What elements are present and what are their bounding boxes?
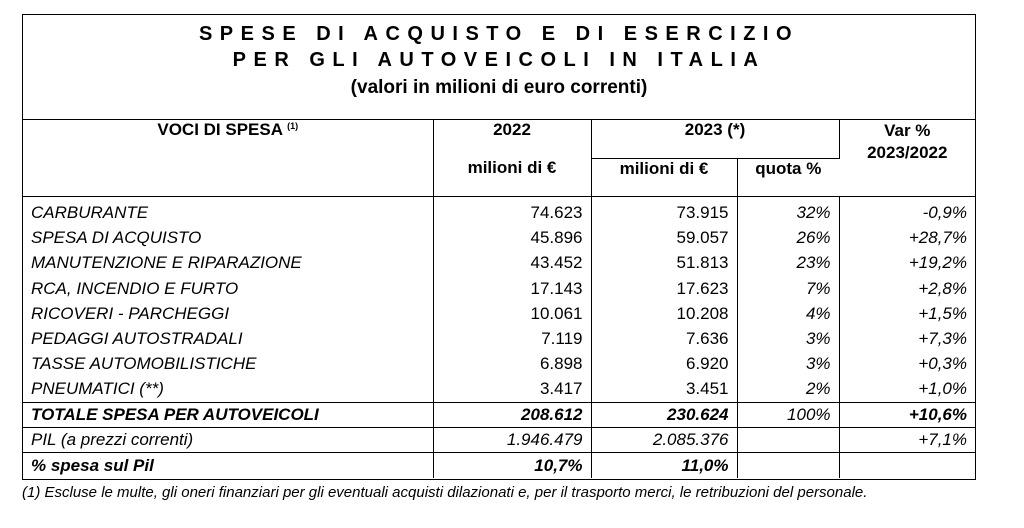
- table-row: CARBURANTE 74.623 73.915 32% -0,9%: [23, 200, 975, 226]
- spacer-row: [23, 196, 975, 200]
- header-var-line2: 2023/2022: [867, 143, 948, 162]
- header-row-2: milioni di € milioni di € quota %: [23, 158, 975, 197]
- table-row: PNEUMATICI (**) 3.417 3.451 2% +1,0%: [23, 377, 975, 403]
- row-value-2023: 17.623: [591, 275, 738, 302]
- row-var: +7,3%: [918, 329, 968, 349]
- row-value-2023: 7.636: [591, 326, 738, 352]
- row-value-2022: 3.417: [433, 377, 592, 403]
- expense-table: VOCI DI SPESA (1) 2022 2023 (*) Var % 20…: [23, 120, 976, 479]
- header-var-line1: Var %: [884, 121, 931, 140]
- header-empty: [23, 158, 434, 197]
- pct-row: % spesa sul Pil 10,7% 11,0%: [23, 452, 976, 479]
- header-voci-note: (1): [287, 121, 299, 131]
- row-value-2023: 51.813: [591, 250, 738, 276]
- pil-value-2023: 2.085.376: [591, 427, 738, 453]
- row-quota: 7%: [737, 275, 840, 302]
- pil-quota-empty: [737, 427, 840, 453]
- header-quota: quota %: [737, 158, 840, 197]
- row-var: +0,3%: [918, 354, 968, 374]
- title-block: SPESE DI ACQUISTO E DI ESERCIZIO PER GLI…: [23, 15, 975, 120]
- row-value-2022: 43.452: [433, 250, 592, 276]
- row-var: +1,0%: [918, 379, 968, 399]
- title-subtitle: (valori in milioni di euro correnti): [350, 77, 648, 98]
- header-var: Var % 2023/2022: [839, 120, 976, 197]
- row-label: TASSE AUTOMOBILISTICHE: [23, 351, 434, 378]
- row-value-2023: 3.451: [591, 377, 738, 403]
- footnote: (1) Escluse le multe, gli oneri finanzia…: [22, 484, 868, 501]
- pil-var: +7,1%: [839, 427, 976, 453]
- header-voci-label: VOCI DI SPESA: [157, 120, 283, 139]
- row-var: +19,2%: [908, 253, 968, 273]
- row-value-2023: 10.208: [591, 301, 738, 327]
- pil-row: PIL (a prezzi correnti) 1.946.479 2.085.…: [23, 427, 976, 453]
- row-label: PNEUMATICI (**): [23, 377, 434, 403]
- row-quota: 23%: [737, 250, 840, 276]
- row-label: SPESA DI ACQUISTO: [23, 225, 434, 251]
- table-row: MANUTENZIONE E RIPARAZIONE 43.452 51.813…: [23, 250, 975, 276]
- row-label: CARBURANTE: [23, 200, 434, 226]
- table-row: RICOVERI - PARCHEGGI 10.061 10.208 4% +1…: [23, 301, 975, 327]
- row-var: +1,5%: [918, 303, 968, 323]
- row-value-2022: 45.896: [433, 225, 592, 251]
- row-var: +28,7%: [908, 227, 968, 247]
- row-value-2023: 73.915: [591, 200, 738, 226]
- pil-label: PIL (a prezzi correnti): [23, 427, 434, 453]
- header-mil-2022: milioni di €: [433, 158, 592, 197]
- expense-table-frame: SPESE DI ACQUISTO E DI ESERCIZIO PER GLI…: [22, 14, 976, 480]
- header-row-1: VOCI DI SPESA (1) 2022 2023 (*) Var % 20…: [23, 120, 976, 197]
- pil-value-2022: 1.946.479: [433, 427, 592, 453]
- table-row: RCA, INCENDIO E FURTO 17.143 17.623 7% +…: [23, 275, 975, 302]
- pct-value-2022: 10,7%: [433, 452, 592, 479]
- pct-var-empty: [839, 452, 976, 479]
- pct-label: % spesa sul Pil: [23, 452, 434, 479]
- header-voci: VOCI DI SPESA (1): [23, 120, 434, 158]
- row-value-2023: 6.920: [591, 351, 738, 378]
- pct-quota-empty: [737, 452, 840, 479]
- table-row: SPESA DI ACQUISTO 45.896 59.057 26% +28,…: [23, 225, 975, 251]
- row-value-2023: 59.057: [591, 225, 738, 251]
- title-line-2: PER GLI AUTOVEICOLI IN ITALIA: [232, 49, 766, 71]
- total-quota: 100%: [737, 401, 840, 428]
- row-var: +2,8%: [918, 278, 968, 298]
- total-var: +10,6%: [839, 401, 976, 428]
- header-2022: 2022: [433, 120, 592, 158]
- row-label: RCA, INCENDIO E FURTO: [23, 275, 434, 302]
- table-row: TASSE AUTOMOBILISTICHE 6.898 6.920 3% +0…: [23, 351, 975, 378]
- row-quota: 2%: [737, 377, 840, 403]
- row-value-2022: 10.061: [433, 301, 592, 327]
- row-quota: 3%: [737, 326, 840, 352]
- total-label: TOTALE SPESA PER AUTOVEICOLI: [23, 401, 434, 428]
- header-2023: 2023 (*): [591, 120, 840, 159]
- row-quota: 3%: [737, 351, 840, 378]
- row-quota: 32%: [737, 200, 840, 226]
- row-label: PEDAGGI AUTOSTRADALI: [23, 326, 434, 352]
- table-row: PEDAGGI AUTOSTRADALI 7.119 7.636 3% +7,3…: [23, 326, 975, 352]
- total-value-2022: 208.612: [433, 401, 592, 428]
- title-line-1: SPESE DI ACQUISTO E DI ESERCIZIO: [198, 23, 800, 45]
- total-value-2023: 230.624: [591, 401, 738, 428]
- total-row: TOTALE SPESA PER AUTOVEICOLI 208.612 230…: [23, 401, 976, 428]
- row-value-2022: 74.623: [433, 200, 592, 226]
- row-value-2022: 7.119: [433, 326, 592, 352]
- row-quota: 26%: [737, 225, 840, 251]
- row-quota: 4%: [737, 301, 840, 327]
- row-value-2022: 17.143: [433, 275, 592, 302]
- row-value-2022: 6.898: [433, 351, 592, 378]
- pct-value-2023: 11,0%: [591, 452, 738, 479]
- header-mil-2023: milioni di €: [591, 158, 738, 197]
- row-label: MANUTENZIONE E RIPARAZIONE: [23, 250, 434, 276]
- row-label: RICOVERI - PARCHEGGI: [23, 301, 434, 327]
- row-var: -0,9%: [922, 202, 968, 222]
